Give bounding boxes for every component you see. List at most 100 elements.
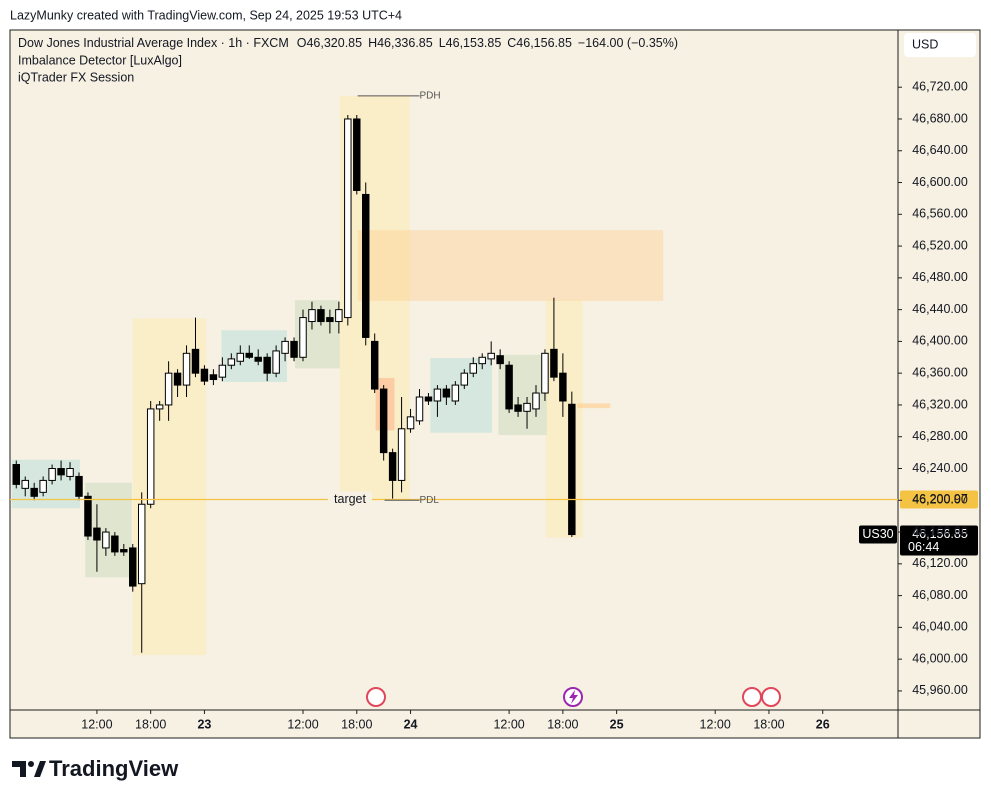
candle-body [111, 535, 119, 553]
candle-body [335, 309, 343, 323]
candle-body [496, 355, 504, 365]
y-tick-label: 46,160.00 [912, 524, 968, 538]
candle-body [541, 352, 549, 394]
candle-body [155, 404, 164, 410]
level-label: PDL [420, 495, 440, 506]
candle-body [523, 402, 531, 412]
x-tick-label: 12:00 [81, 717, 112, 731]
session-zone [577, 403, 611, 409]
y-tick-label: 46,640.00 [912, 143, 968, 157]
candle-body [75, 475, 83, 497]
ohlc-value: L46,153.85 [439, 36, 502, 50]
indicator: Imbalance Detector [LuxAlgo] [18, 53, 182, 67]
candle-body [21, 479, 29, 489]
x-tick-label: 26 [816, 717, 830, 731]
target-tag-bg [900, 490, 978, 509]
y-tick-label: 46,120.00 [912, 556, 968, 570]
candle-body [442, 388, 451, 398]
candle-body [227, 358, 236, 366]
y-tick-label: 46,240.00 [912, 461, 968, 475]
session-zone [85, 482, 132, 578]
candle-body [209, 374, 218, 381]
candle-body [182, 352, 191, 386]
y-tick-label: 46,480.00 [912, 270, 968, 284]
y-tick-label: 46,600.00 [912, 175, 968, 189]
candle-body [559, 372, 567, 402]
symbol-tag: US30 [862, 527, 893, 541]
x-tick-label: 23 [197, 717, 211, 731]
session-zone [357, 230, 664, 301]
candle-body [326, 317, 334, 323]
candle-body [263, 356, 271, 374]
candle-body [281, 340, 289, 354]
candle-body [379, 388, 388, 454]
candle-body [487, 352, 495, 360]
candle-body [433, 388, 442, 402]
candle-body [388, 452, 397, 481]
price-tag: 46,156.85 [912, 527, 968, 541]
candle-body [478, 356, 486, 365]
candle-body [397, 428, 406, 481]
x-tick-label: 12:00 [493, 717, 524, 731]
candle-body [129, 547, 137, 587]
y-tick-label: 46,320.00 [912, 397, 968, 411]
y-tick-label: 46,440.00 [912, 302, 968, 316]
target-tag: 46,200.97 [912, 492, 968, 506]
x-tick-label: 18:00 [753, 717, 784, 731]
x-tick-label: 24 [404, 717, 418, 731]
y-tick-label: 46,680.00 [912, 111, 968, 125]
y-tick-label: 45,960.00 [912, 683, 968, 697]
target-text-bg [328, 491, 372, 508]
candle-body [424, 396, 433, 402]
y-tick-label: 46,400.00 [912, 334, 968, 348]
x-tick-label: 12:00 [700, 717, 731, 731]
ohlc-value: H46,336.85 [368, 36, 433, 50]
y-tick-label: 46,200.00 [912, 493, 968, 507]
y-tick-label: 46,560.00 [912, 207, 968, 221]
candle-body [272, 350, 280, 374]
indicator: iQTrader FX Session [18, 70, 134, 84]
candle-body [39, 479, 47, 493]
candle-body [137, 503, 146, 585]
ohlc-value: C46,156.85 [507, 36, 572, 50]
candle-body [164, 372, 173, 406]
countdown: 06:44 [908, 540, 939, 554]
candle-body [532, 392, 540, 410]
top-bar: LazyMunky created with TradingView.com, … [10, 8, 402, 22]
symbol-tag-bg [859, 525, 897, 544]
candle-body [308, 309, 316, 323]
candle-body [344, 118, 352, 319]
y-tick-label: 46,360.00 [912, 365, 968, 379]
candle-body [370, 340, 379, 390]
candle-body [353, 118, 361, 191]
candle-body [48, 468, 56, 481]
candle-body [236, 352, 245, 362]
level-label: PDH [420, 91, 441, 102]
candle-body [66, 468, 74, 477]
candle-body [460, 372, 469, 386]
candle-body [362, 193, 370, 338]
candle-body [254, 356, 262, 362]
candle-body [102, 531, 110, 549]
candles [12, 115, 576, 653]
chart-title: Dow Jones Industrial Average Index · 1h … [18, 36, 678, 50]
candle-body [146, 408, 155, 505]
candle-body [218, 364, 227, 378]
currency[interactable]: USD [912, 37, 938, 51]
x-tick-label: 12:00 [287, 717, 318, 731]
y-tick-label: 46,520.00 [912, 238, 968, 252]
candle-body [120, 549, 128, 553]
candle-body [415, 396, 424, 422]
x-tick-label: 25 [610, 717, 624, 731]
ohlc-value: −164.00 (−0.35%) [578, 36, 678, 50]
y-tick-label: 46,080.00 [912, 588, 968, 602]
candle-body [30, 487, 38, 497]
currency-box[interactable] [904, 33, 976, 57]
session-zone [545, 300, 583, 538]
y-tick-label: 46,000.00 [912, 651, 968, 665]
candle-body [245, 352, 253, 358]
x-tick-label: 18:00 [341, 717, 372, 731]
candle-body [469, 363, 477, 374]
